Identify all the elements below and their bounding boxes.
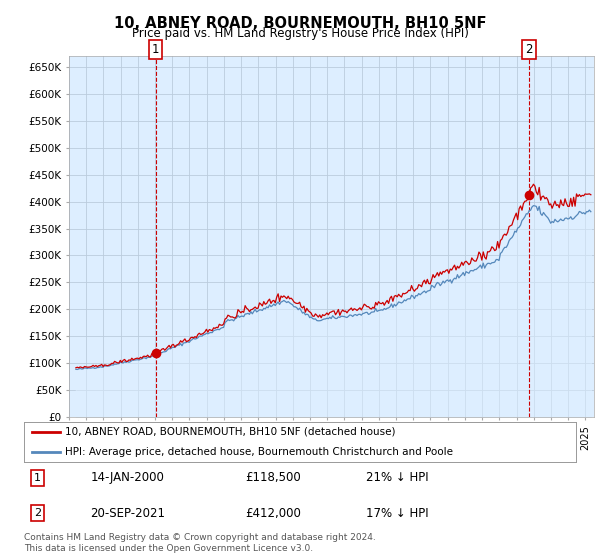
Text: £412,000: £412,000 bbox=[245, 507, 301, 520]
Text: 21% ↓ HPI: 21% ↓ HPI bbox=[366, 471, 429, 484]
Text: 10, ABNEY ROAD, BOURNEMOUTH, BH10 5NF: 10, ABNEY ROAD, BOURNEMOUTH, BH10 5NF bbox=[114, 16, 486, 31]
Text: HPI: Average price, detached house, Bournemouth Christchurch and Poole: HPI: Average price, detached house, Bour… bbox=[65, 447, 454, 457]
Text: 2: 2 bbox=[34, 508, 41, 518]
Text: 10, ABNEY ROAD, BOURNEMOUTH, BH10 5NF (detached house): 10, ABNEY ROAD, BOURNEMOUTH, BH10 5NF (d… bbox=[65, 427, 396, 437]
Text: 20-SEP-2021: 20-SEP-2021 bbox=[90, 507, 165, 520]
Text: £118,500: £118,500 bbox=[245, 471, 301, 484]
Text: 2: 2 bbox=[525, 43, 533, 56]
Text: 1: 1 bbox=[152, 43, 160, 56]
Text: 17% ↓ HPI: 17% ↓ HPI bbox=[366, 507, 429, 520]
Text: Price paid vs. HM Land Registry's House Price Index (HPI): Price paid vs. HM Land Registry's House … bbox=[131, 27, 469, 40]
Text: 1: 1 bbox=[34, 473, 41, 483]
Text: Contains HM Land Registry data © Crown copyright and database right 2024.
This d: Contains HM Land Registry data © Crown c… bbox=[24, 533, 376, 553]
Text: 14-JAN-2000: 14-JAN-2000 bbox=[90, 471, 164, 484]
